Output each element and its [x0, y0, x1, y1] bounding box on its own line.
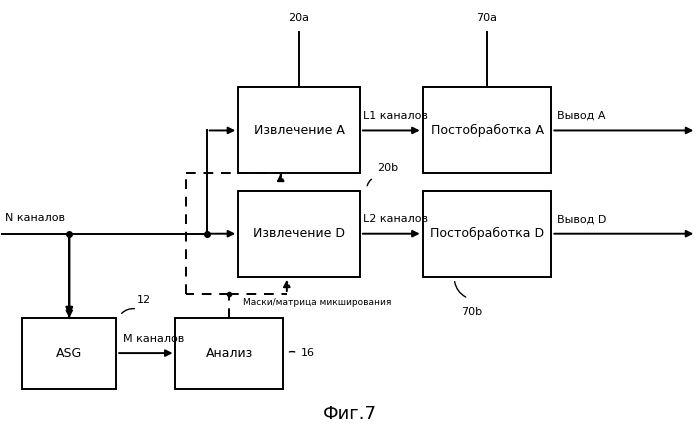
Text: 20b: 20b: [377, 164, 398, 174]
Text: Постобработка А: Постобработка А: [431, 124, 544, 137]
Text: 12: 12: [137, 295, 151, 305]
Bar: [22, 317, 116, 388]
Bar: [175, 317, 283, 388]
Text: L2 каналов: L2 каналов: [363, 214, 428, 224]
Text: 70b: 70b: [461, 307, 482, 317]
Text: Постобработка D: Постобработка D: [430, 227, 544, 240]
Text: Извлечение D: Извлечение D: [253, 227, 345, 240]
Bar: [238, 87, 360, 174]
Bar: [423, 87, 552, 174]
Text: N каналов: N каналов: [5, 213, 65, 223]
Text: 70a: 70a: [477, 13, 498, 23]
Text: ASG: ASG: [56, 346, 82, 359]
Text: Анализ: Анализ: [206, 346, 253, 359]
Text: Вывод D: Вывод D: [557, 214, 606, 224]
Text: L1 каналов: L1 каналов: [363, 111, 428, 121]
Text: 16: 16: [301, 348, 315, 358]
Bar: [238, 191, 360, 277]
Text: М каналов: М каналов: [123, 334, 185, 344]
Text: Извлечение А: Извлечение А: [254, 124, 345, 137]
Bar: [423, 191, 552, 277]
Text: 20a: 20a: [289, 13, 310, 23]
Text: Вывод А: Вывод А: [557, 111, 605, 121]
Text: Маски/матрица микширования: Маски/матрица микширования: [243, 298, 391, 307]
Text: Фиг.7: Фиг.7: [322, 405, 377, 423]
